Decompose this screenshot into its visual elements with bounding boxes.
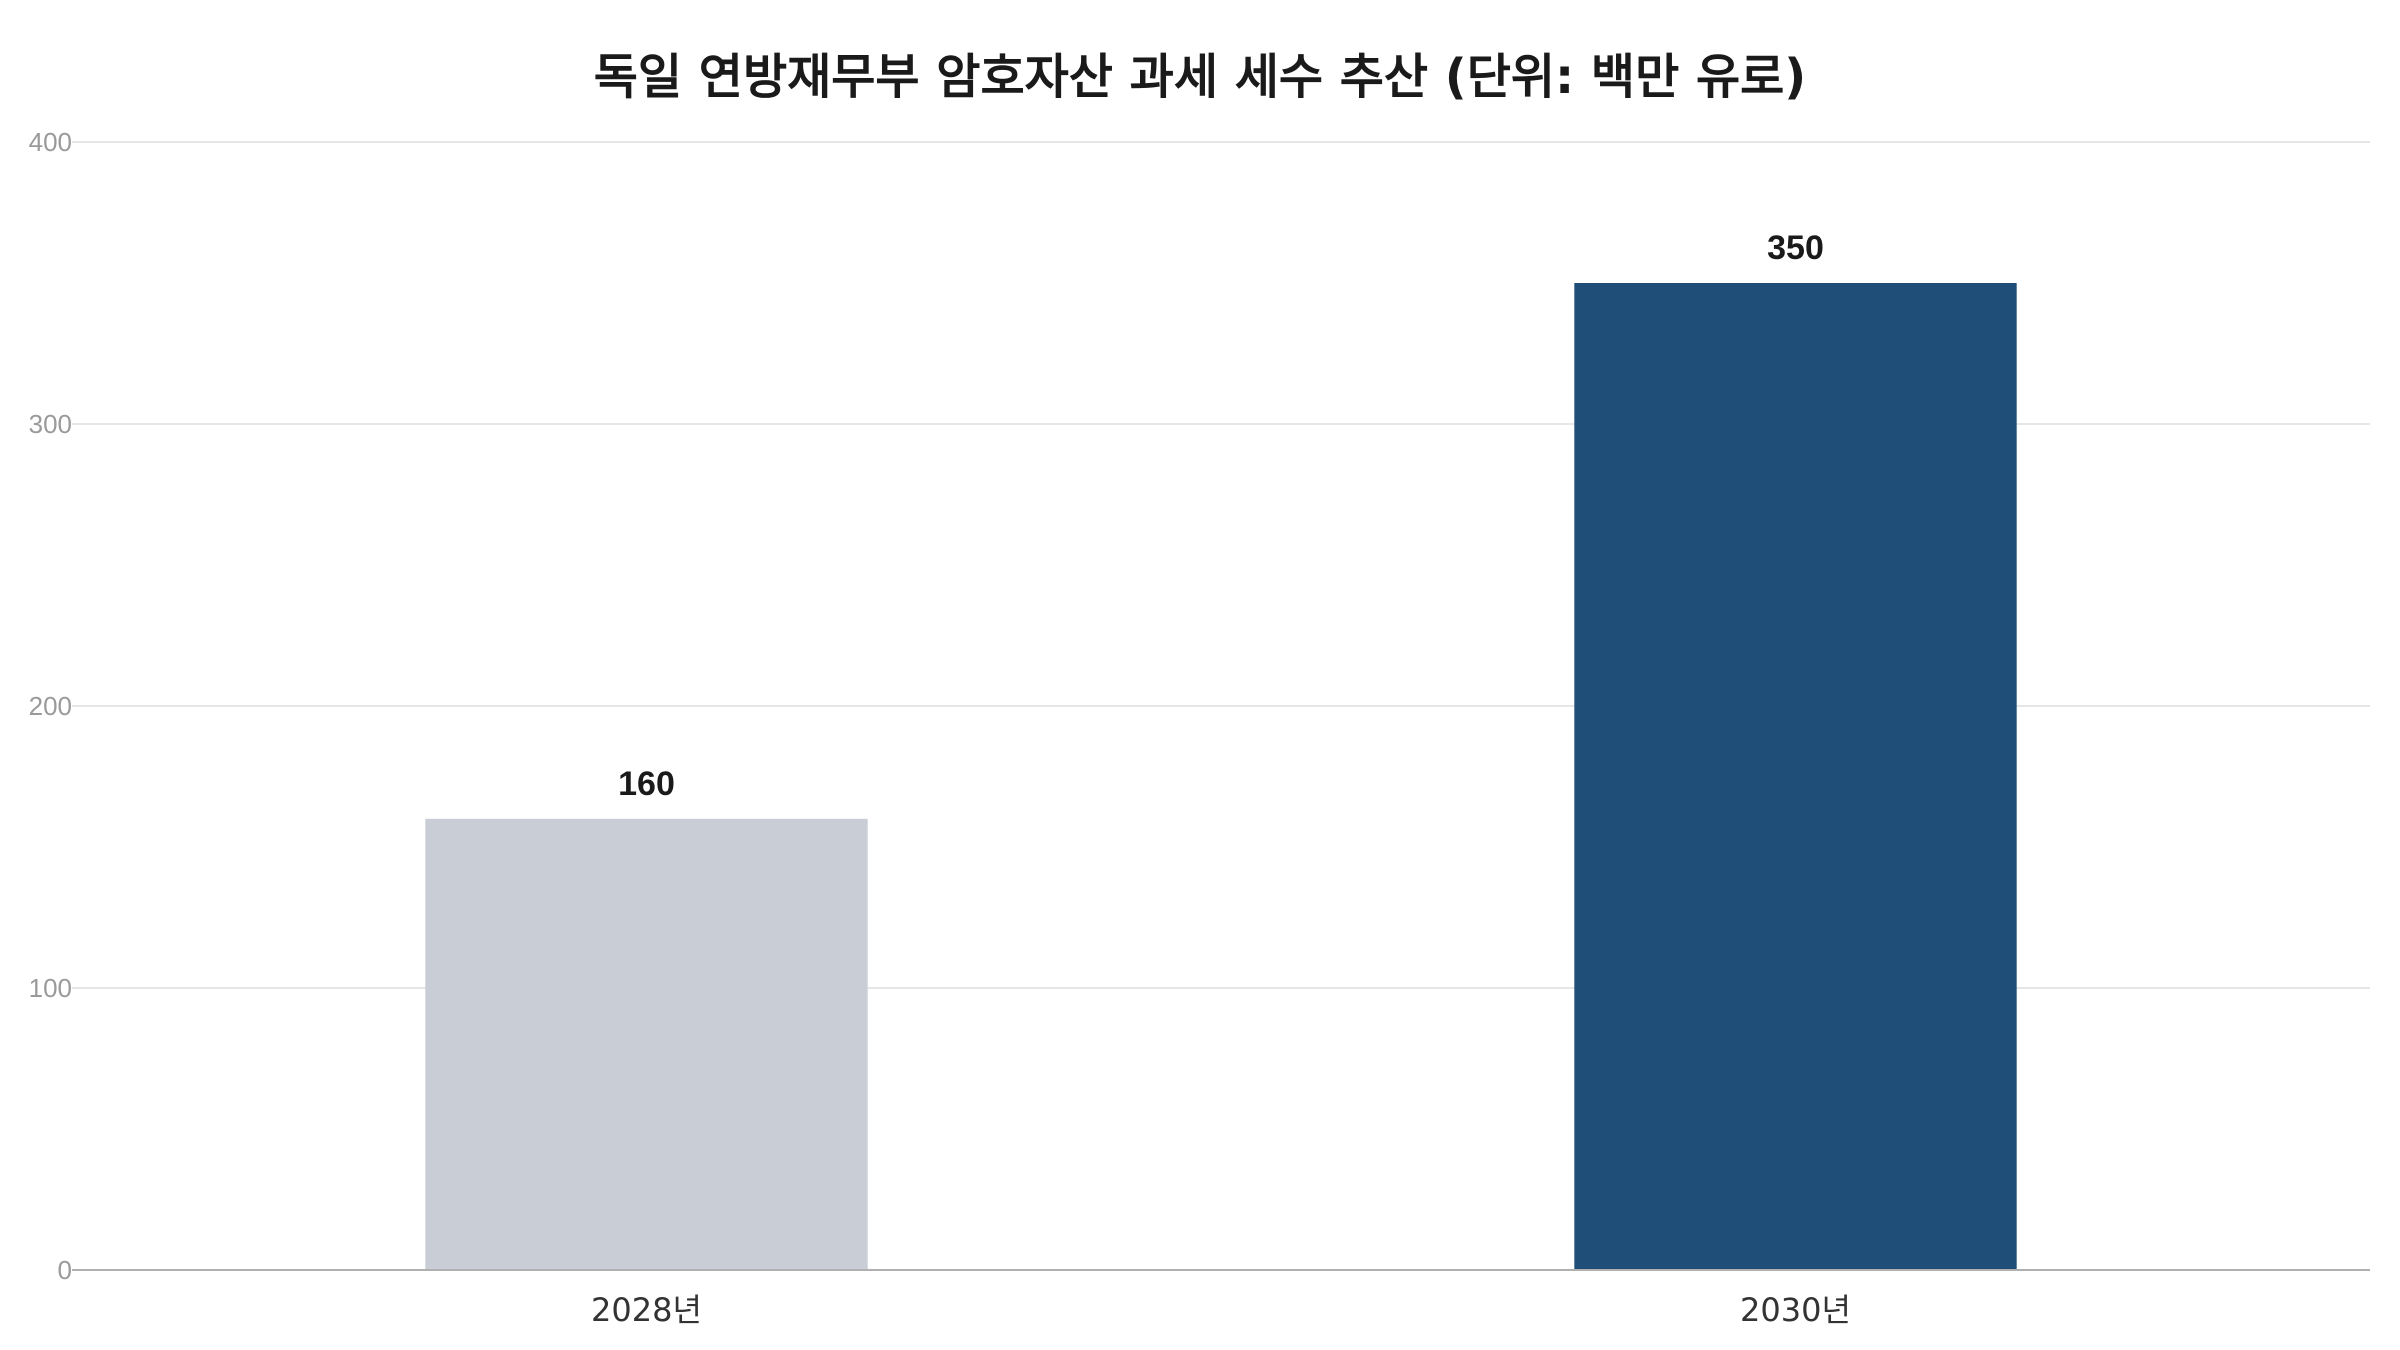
data-label: 160 — [618, 765, 675, 803]
y-tick-label: 400 — [29, 127, 72, 157]
gridlines — [72, 141, 2370, 989]
x-tick-label: 2028년 — [591, 1291, 702, 1329]
y-tick-label: 0 — [58, 1255, 72, 1285]
x-axis-tick-labels: 2028년 2030년 — [591, 1291, 1851, 1329]
x-tick-label: 2030년 — [1740, 1291, 1851, 1329]
y-axis-tick-labels: 0 100 200 300 400 — [29, 127, 72, 1285]
y-tick-label: 200 — [29, 691, 72, 721]
y-tick-label: 100 — [29, 973, 72, 1003]
bar — [425, 818, 868, 1270]
chart-title: 독일 연방재무부 암호자산 과세 세수 추산 (단위: 백만 유로) — [594, 49, 1806, 105]
y-tick-label: 300 — [29, 409, 72, 439]
data-label: 350 — [1767, 229, 1824, 267]
data-labels: 160 350 — [618, 229, 1824, 803]
bar — [1574, 283, 2017, 1270]
bars — [425, 283, 2017, 1270]
